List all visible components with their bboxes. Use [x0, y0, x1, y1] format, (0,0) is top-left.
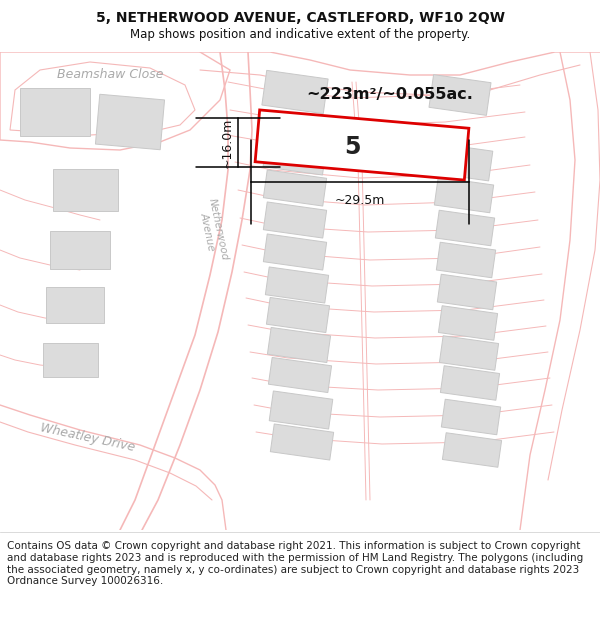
- Polygon shape: [436, 242, 496, 278]
- Polygon shape: [263, 135, 327, 175]
- Polygon shape: [262, 71, 328, 114]
- Polygon shape: [266, 298, 329, 332]
- Polygon shape: [43, 343, 97, 377]
- Polygon shape: [436, 210, 494, 246]
- Polygon shape: [271, 424, 334, 460]
- Polygon shape: [269, 391, 333, 429]
- Polygon shape: [429, 74, 491, 116]
- Text: ~16.0m: ~16.0m: [221, 118, 234, 168]
- Polygon shape: [263, 202, 326, 238]
- Polygon shape: [439, 336, 499, 370]
- Polygon shape: [437, 274, 497, 310]
- Polygon shape: [50, 231, 110, 269]
- Polygon shape: [434, 177, 494, 212]
- Text: Map shows position and indicative extent of the property.: Map shows position and indicative extent…: [130, 28, 470, 41]
- Text: 5: 5: [344, 135, 360, 159]
- Polygon shape: [46, 287, 104, 323]
- Text: Contains OS data © Crown copyright and database right 2021. This information is : Contains OS data © Crown copyright and d…: [7, 541, 583, 586]
- Polygon shape: [268, 328, 331, 362]
- Polygon shape: [439, 306, 497, 340]
- Polygon shape: [431, 143, 493, 181]
- Polygon shape: [440, 366, 500, 400]
- Polygon shape: [263, 170, 326, 206]
- Polygon shape: [255, 110, 469, 180]
- Text: 5, NETHERWOOD AVENUE, CASTLEFORD, WF10 2QW: 5, NETHERWOOD AVENUE, CASTLEFORD, WF10 2…: [95, 11, 505, 26]
- Text: Netherwood
Avenue: Netherwood Avenue: [196, 197, 230, 263]
- Text: Wheatley Drive: Wheatley Drive: [40, 422, 137, 454]
- Polygon shape: [53, 169, 118, 211]
- Polygon shape: [265, 267, 329, 303]
- Polygon shape: [263, 234, 326, 270]
- Polygon shape: [268, 357, 332, 392]
- Text: Beamshaw Close: Beamshaw Close: [57, 68, 163, 81]
- Polygon shape: [442, 399, 500, 435]
- Polygon shape: [20, 88, 90, 136]
- Polygon shape: [442, 432, 502, 468]
- Text: ~223m²/~0.055ac.: ~223m²/~0.055ac.: [307, 88, 473, 103]
- Polygon shape: [95, 94, 164, 150]
- Text: ~29.5m: ~29.5m: [335, 194, 385, 207]
